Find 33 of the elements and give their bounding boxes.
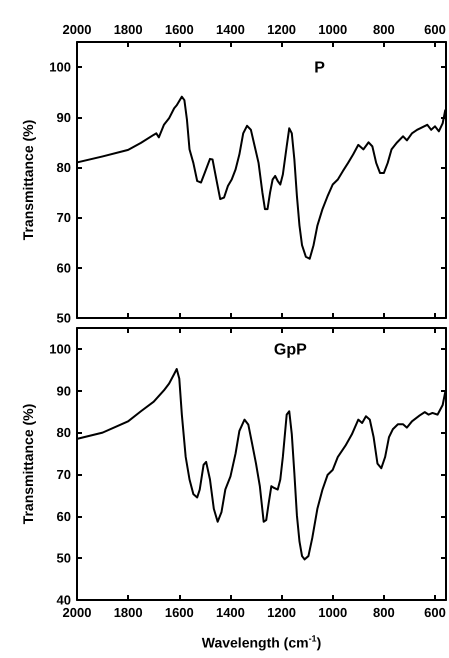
x2-tick-label: 600 xyxy=(424,22,446,37)
y-tick-label: 90 xyxy=(56,110,71,125)
y-axis-title: Transmittance (%) xyxy=(20,120,36,240)
x-tick-label: 600 xyxy=(424,605,446,620)
y-tick-label: 80 xyxy=(56,425,71,440)
x2-tick-label: 1600 xyxy=(164,22,194,37)
annotation: P xyxy=(314,60,326,76)
x-tick-label: 2000 xyxy=(62,605,92,620)
x-tick-label: 1600 xyxy=(164,605,194,620)
annotation: GpP xyxy=(274,342,308,358)
y-axis-title: Transmittance (%) xyxy=(20,404,36,524)
x-tick-label: 1400 xyxy=(216,605,245,620)
y-tick-label: 70 xyxy=(56,466,71,482)
y-tick-label: 50 xyxy=(56,310,71,326)
x2-tick-label: 1200 xyxy=(267,22,296,37)
y-tick-label: 60 xyxy=(56,508,71,524)
y-tick-label: 60 xyxy=(56,260,71,276)
x2-tick-label: 800 xyxy=(373,22,395,37)
x2-tick-label: 2000 xyxy=(62,22,92,37)
y-tick-label: 40 xyxy=(56,592,71,608)
x2-tick-label: 1400 xyxy=(216,22,245,37)
y-tick-label: 90 xyxy=(56,383,71,398)
y-tick-label: 50 xyxy=(56,550,71,566)
x-tick-label: 1200 xyxy=(267,605,296,620)
y-tick-label: 100 xyxy=(49,341,71,356)
y-tick-label: 80 xyxy=(56,160,71,175)
y-tick-label: 100 xyxy=(49,60,71,75)
x-tick-label: 800 xyxy=(373,605,395,620)
x-tick-label: 1000 xyxy=(318,605,348,620)
y-tick-label: 70 xyxy=(56,210,71,226)
x2-tick-label: 1000 xyxy=(318,22,348,37)
x2-tick-label: 1800 xyxy=(114,22,143,37)
x-tick-label: 1800 xyxy=(114,605,143,620)
